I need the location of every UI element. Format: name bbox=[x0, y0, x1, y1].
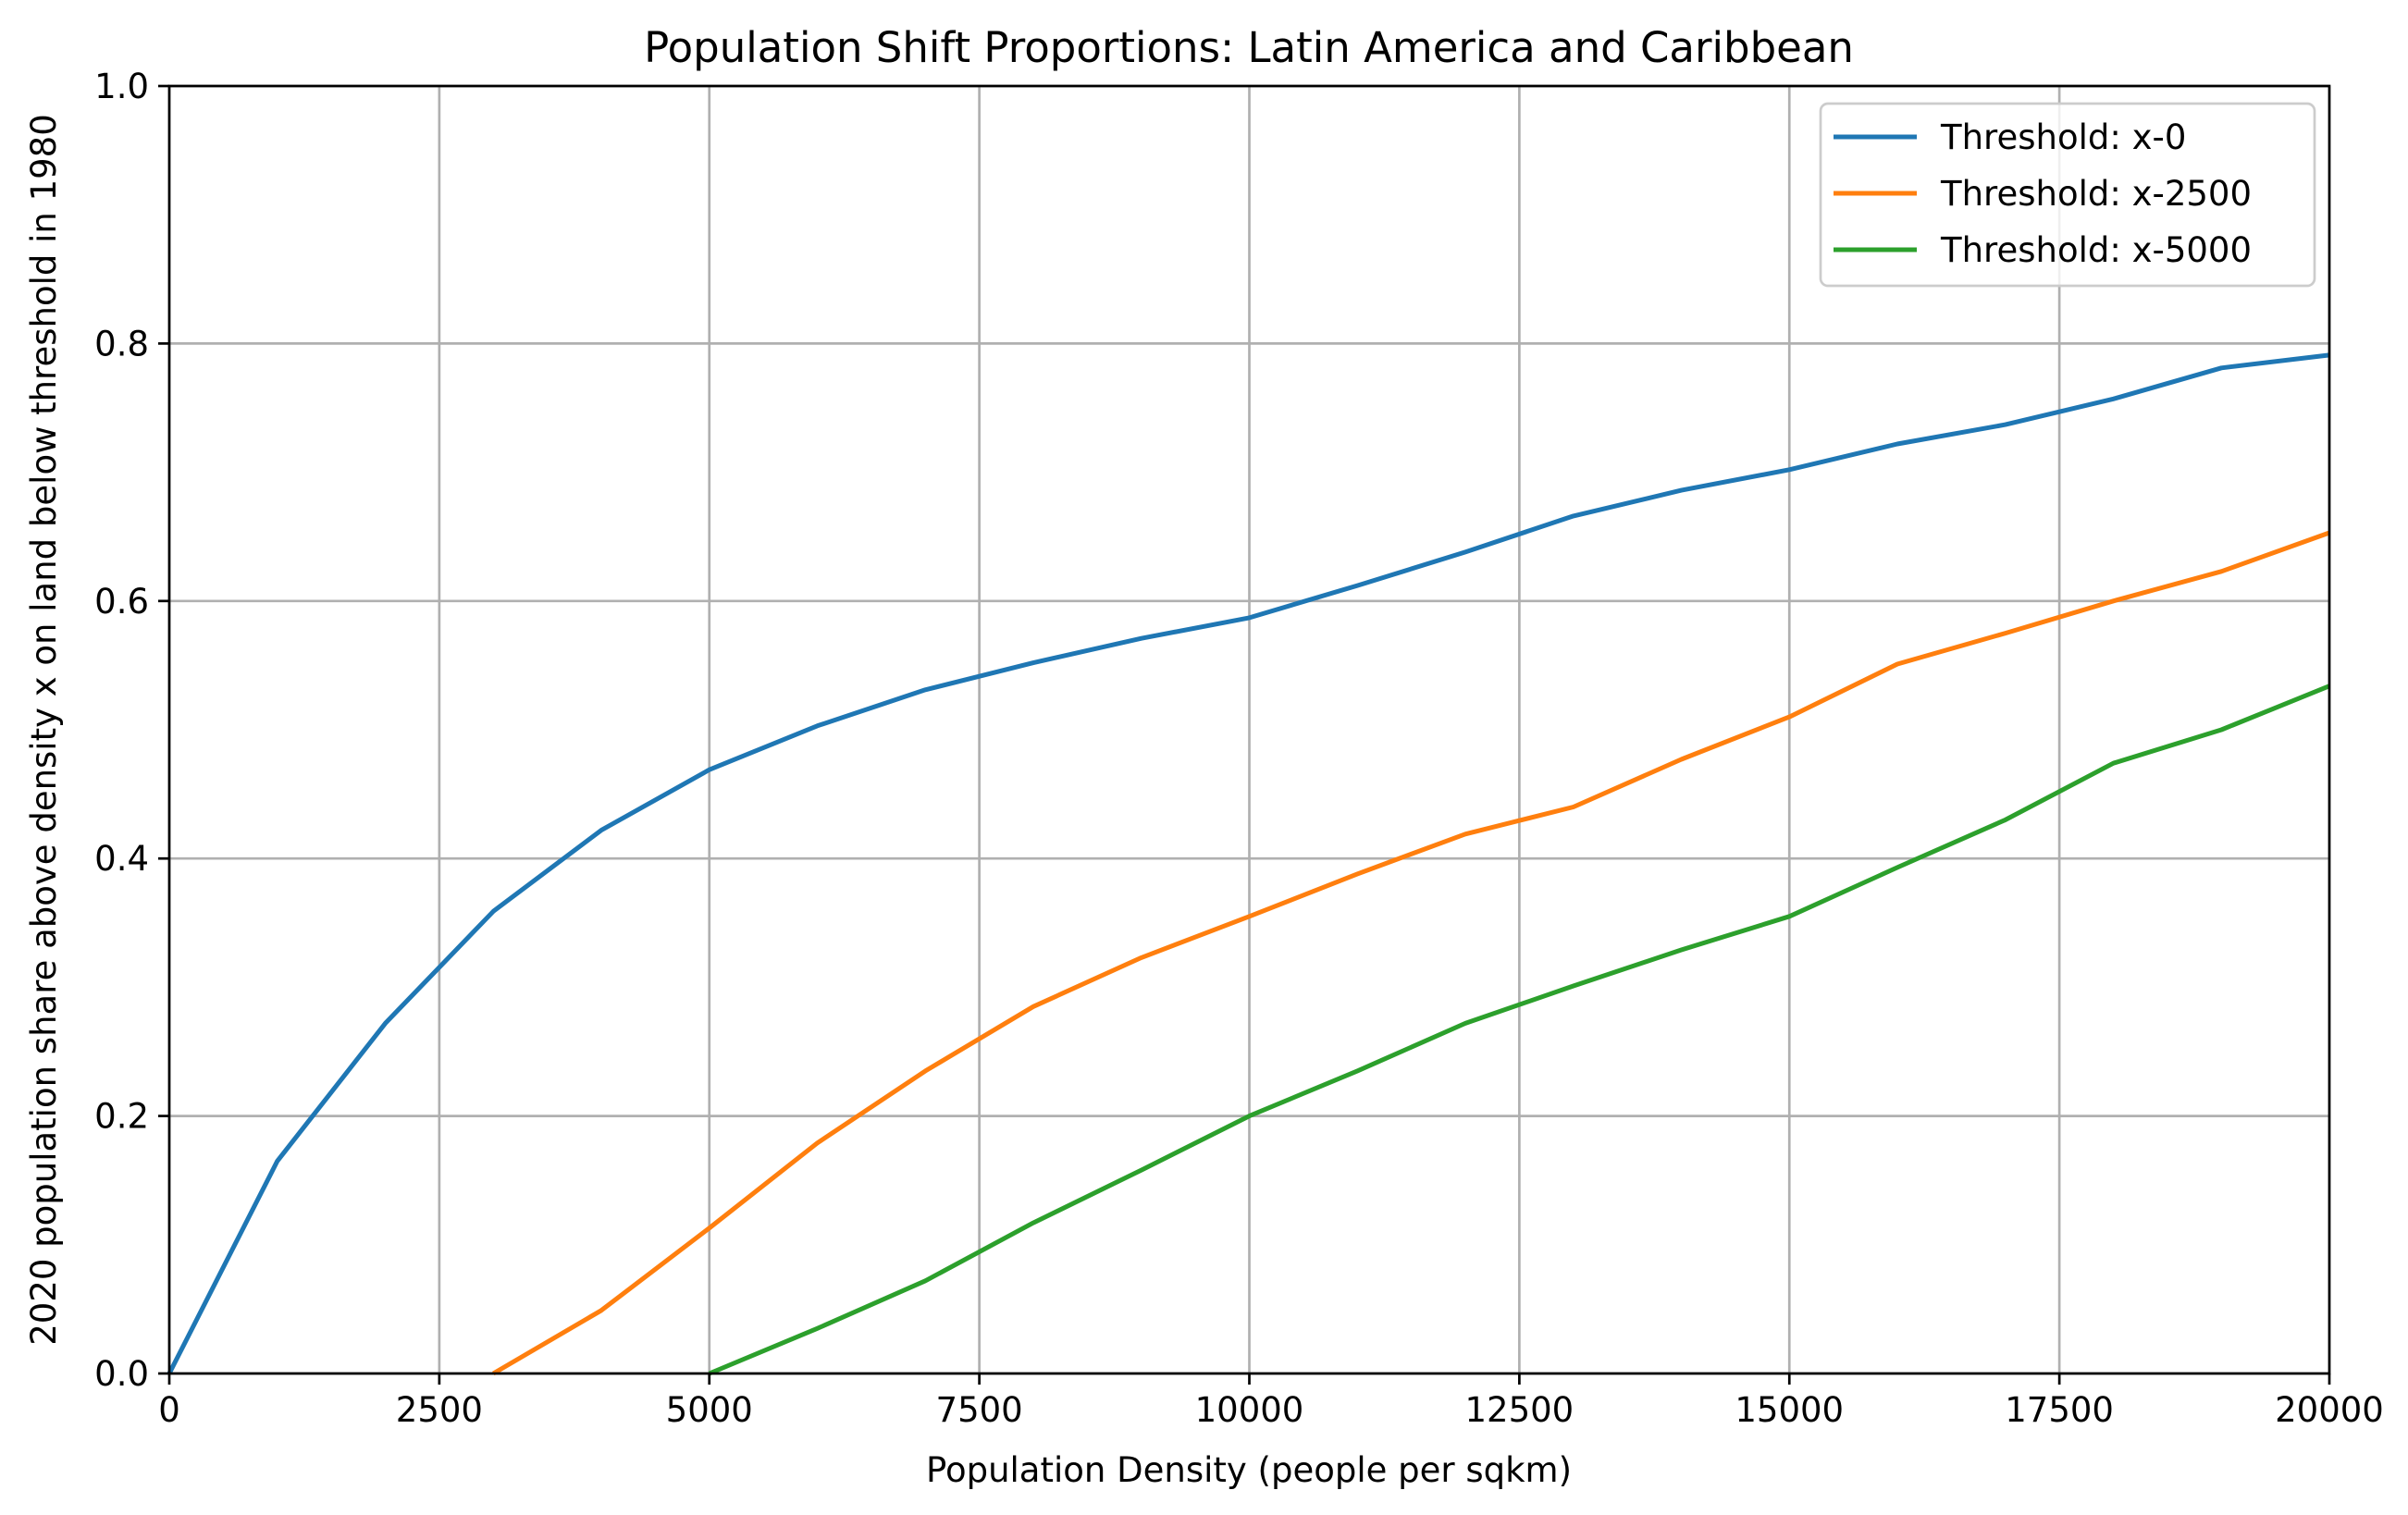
x-tick-label: 0 bbox=[158, 1390, 180, 1430]
x-tick-label: 2500 bbox=[396, 1390, 483, 1430]
x-tick-label: 7500 bbox=[936, 1390, 1023, 1430]
legend-label-3: Threshold: x-5000 bbox=[1940, 230, 2252, 270]
legend-frame bbox=[1819, 102, 2316, 288]
series-line-1 bbox=[167, 352, 2330, 1375]
x-tick-label: 5000 bbox=[666, 1390, 753, 1430]
series-line-2 bbox=[492, 530, 2330, 1376]
series-line-3 bbox=[708, 684, 2330, 1376]
x-tick-label: 12500 bbox=[1465, 1390, 1574, 1430]
chart-title: Population Shift Proportions: Latin Amer… bbox=[644, 23, 1854, 72]
y-tick-label: 1.0 bbox=[94, 67, 149, 106]
y-axis-label: 2020 population share above density x on… bbox=[24, 114, 64, 1346]
y-tick-label: 0.2 bbox=[94, 1097, 149, 1137]
x-tick-label: 17500 bbox=[2005, 1390, 2114, 1430]
series-lines bbox=[167, 352, 2330, 1376]
x-axis-ticks: 0 2500 5000 7500 10000 12500 15000 17500 20000 bbox=[158, 1373, 2384, 1430]
y-tick-label: 0.8 bbox=[94, 324, 149, 363]
y-tick-label: 0.4 bbox=[94, 839, 149, 879]
legend-label-2: Threshold: x-2500 bbox=[1940, 174, 2252, 214]
legend-label-1: Threshold: x-0 bbox=[1940, 117, 2186, 157]
y-tick-label: 0.0 bbox=[94, 1354, 149, 1394]
y-tick-label: 0.6 bbox=[94, 582, 149, 622]
x-tick-label: 20000 bbox=[2275, 1390, 2384, 1430]
x-axis-label: Population Density (people per sqkm) bbox=[926, 1450, 1572, 1490]
legend-items: Threshold: x-0 Threshold: x-2500 Threshold… bbox=[1834, 117, 2252, 270]
x-tick-label: 15000 bbox=[1735, 1390, 1844, 1430]
legend: Threshold: x-0 Threshold: x-2500 Threshold… bbox=[1819, 102, 2316, 288]
x-tick-label: 10000 bbox=[1195, 1390, 1304, 1430]
y-axis-ticks: 0.0 0.2 0.4 0.6 0.8 1.0 bbox=[94, 67, 169, 1394]
